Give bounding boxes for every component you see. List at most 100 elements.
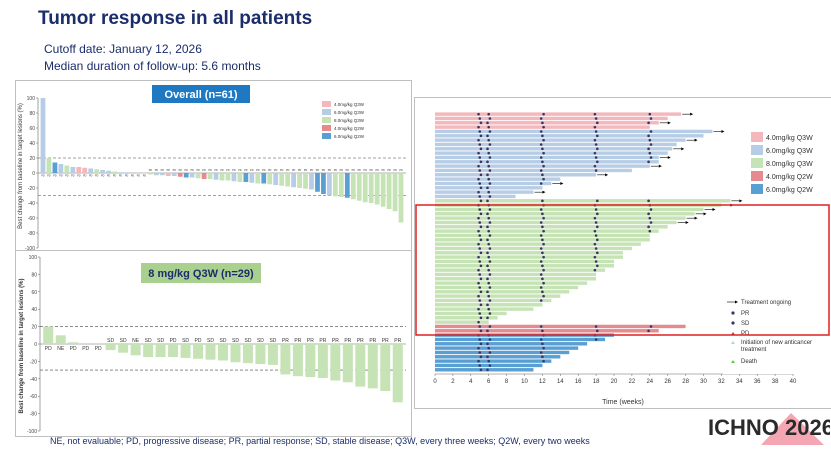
ongoing-arrowhead [681, 147, 685, 151]
assessment-marker [486, 134, 489, 138]
swimmer-bar [435, 359, 552, 363]
assessment-marker [477, 190, 480, 194]
assessment-marker [488, 325, 492, 328]
swimmer-bar [435, 207, 704, 212]
ongoing-arrowhead [739, 199, 743, 203]
waterfall-bar [292, 344, 303, 377]
legend-swatch [322, 125, 331, 131]
assessment-marker [541, 264, 544, 268]
assessment-marker [596, 264, 599, 268]
assessment-marker [479, 355, 483, 359]
ongoing-arrowhead [658, 164, 662, 168]
waterfall-bar [267, 344, 278, 365]
event-legend-label: Treatment ongoing [741, 300, 791, 306]
bar-response-label: PR [382, 338, 389, 344]
waterfall-bar [225, 173, 231, 181]
legend-label: 8.0mg/kg Q3W [334, 118, 365, 123]
assessment-marker [593, 138, 597, 142]
bar-response-label: SD [207, 338, 214, 344]
assessment-marker [541, 134, 544, 138]
bar-response-label: PD [179, 169, 183, 172]
assessment-marker [542, 177, 545, 181]
bar-response-label: PD [45, 346, 52, 352]
bar-response-label: PD [65, 174, 69, 177]
assessment-marker [647, 199, 650, 203]
bar-response-label: PD [274, 169, 278, 172]
bar-response-label: PR [369, 338, 376, 344]
assessment-marker [593, 268, 597, 272]
waterfall-bar [93, 343, 104, 344]
swimmer-bar [435, 194, 516, 199]
assessment-marker [542, 125, 545, 129]
swimmer-bar [435, 255, 623, 259]
assessment-marker [479, 212, 483, 216]
y-tick-label: -40 [28, 201, 35, 207]
waterfall-bar [368, 173, 374, 203]
assessment-marker [541, 277, 544, 281]
assessment-marker [487, 281, 490, 285]
x-tick-label: 0 [433, 379, 437, 385]
swimmer-bar [435, 368, 534, 372]
y-tick-label: 60 [31, 290, 37, 296]
assessment-marker [648, 229, 652, 233]
assessment-marker [542, 268, 545, 272]
swimmer-bar [435, 199, 731, 203]
assessment-marker [649, 208, 653, 211]
assessment-marker [478, 351, 482, 354]
swimmer-bar [435, 272, 597, 277]
waterfall-bar [327, 173, 332, 196]
assessment-marker [478, 312, 482, 315]
swimmer-bar [435, 285, 579, 290]
swimmer-bar [435, 290, 570, 294]
assessment-marker [594, 234, 598, 237]
swimmer-bar [435, 346, 579, 350]
legend-label: 4.0mg/kg Q3W [766, 135, 813, 142]
y-tick-label: -40 [30, 377, 37, 383]
x-tick-label: 10 [521, 379, 528, 385]
bar-response-label: PD [71, 174, 75, 177]
swimmer-bar [435, 168, 632, 173]
waterfall-bar [342, 344, 353, 383]
y-tick-label: 20 [29, 156, 35, 162]
assessment-marker [479, 368, 483, 372]
assessment-marker [477, 151, 480, 155]
assessment-marker [594, 221, 598, 224]
legend-swatch [751, 184, 763, 194]
bar-response-label: SD [107, 338, 114, 344]
x-tick-label: 22 [629, 379, 636, 385]
assessment-marker [488, 195, 492, 198]
x-tick-label: 26 [664, 379, 671, 385]
waterfall-bar [213, 173, 219, 180]
assessment-marker [539, 182, 543, 185]
bar-response-label: SD [145, 338, 152, 344]
assessment-marker [488, 169, 492, 172]
assessment-marker [486, 199, 489, 203]
assessment-marker [541, 329, 544, 333]
waterfall-bar [255, 344, 266, 365]
waterfall-bar [153, 173, 159, 176]
assessment-marker [478, 169, 482, 172]
bar-response-label: PD [95, 346, 102, 352]
assessment-marker [539, 117, 543, 120]
assessment-marker [487, 268, 490, 272]
bar-response-label: PD [214, 169, 218, 172]
assessment-marker [593, 229, 597, 233]
assessment-marker [541, 251, 544, 255]
assessment-marker [649, 117, 653, 120]
assessment-marker [647, 121, 650, 125]
waterfall-bar [237, 173, 243, 182]
assessment-marker [487, 151, 490, 155]
bar-response-label: SD [220, 338, 227, 344]
assessment-marker [479, 121, 483, 125]
assessment-marker [596, 238, 599, 242]
swimmer-bar [435, 225, 668, 229]
y-tick-label: 80 [29, 111, 35, 117]
swimmer-bar [435, 298, 552, 303]
event-legend-label: SD [741, 321, 750, 327]
assessment-marker [477, 359, 480, 363]
event-legend-label: PD [741, 331, 750, 337]
assessment-marker [647, 225, 650, 229]
bar-response-label: PD [101, 174, 105, 177]
bar-response-label: PD [250, 169, 254, 172]
assessment-marker [488, 312, 492, 315]
